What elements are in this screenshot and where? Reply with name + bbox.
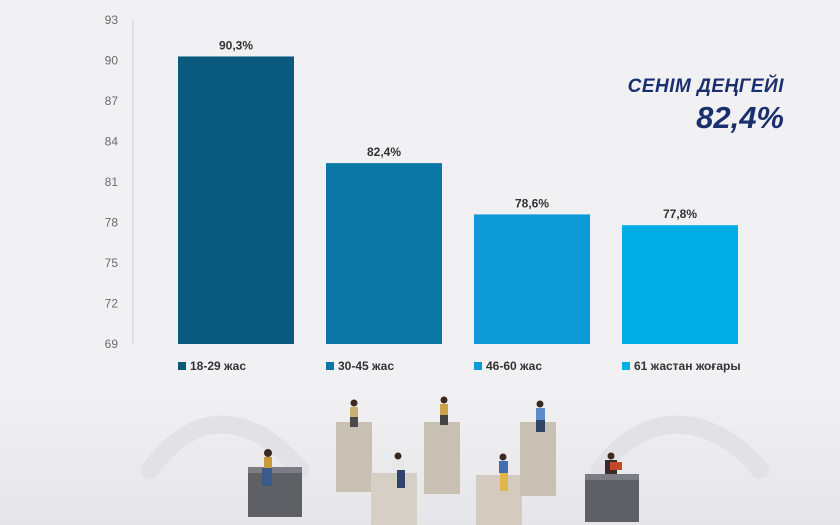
legend: 18-29 жас 30-45 жас 46-60 жас 61 жастан жоғ… <box>178 359 741 373</box>
legend-swatch <box>474 362 482 370</box>
figurine-1 <box>262 449 272 486</box>
legend-label: 18-29 жас <box>190 359 246 373</box>
background-decoration <box>141 415 769 479</box>
figurine-4 <box>440 396 448 425</box>
bar-value-label: 78,6% <box>515 196 549 210</box>
bar-value-label: 82,4% <box>367 145 401 159</box>
figurine-5 <box>499 453 508 491</box>
bar-value-label: 90,3% <box>219 38 253 52</box>
legend-swatch <box>622 362 630 370</box>
headline-value: 82,4% <box>696 100 784 135</box>
bar-2 <box>326 163 442 344</box>
y-tick-label: 78 <box>105 216 119 230</box>
bar-3 <box>474 214 590 344</box>
y-tick-label: 84 <box>105 135 119 149</box>
y-tick-label: 87 <box>105 94 119 108</box>
bar-1 <box>178 56 294 344</box>
confidence-headline: СЕНІМ ДЕҢГЕЙІ 82,4% <box>628 76 784 138</box>
figurine-2 <box>350 399 358 427</box>
y-axis-ticks: 69 72 75 78 81 84 87 90 93 <box>105 13 119 351</box>
figurine-7 <box>605 452 622 474</box>
figurine-3 <box>392 452 405 488</box>
y-tick-label: 69 <box>105 337 119 351</box>
legend-swatch <box>178 362 186 370</box>
people-on-blocks-illustration <box>248 396 639 525</box>
y-tick-label: 72 <box>105 297 119 311</box>
bar-series <box>178 56 738 344</box>
bar-value-label: 77,8% <box>663 207 697 221</box>
legend-swatch <box>326 362 334 370</box>
legend-label: 46-60 жас <box>486 359 542 373</box>
y-tick-label: 90 <box>105 54 119 68</box>
y-tick-label: 93 <box>105 13 119 27</box>
y-tick-label: 81 <box>105 175 119 189</box>
figurine-6 <box>536 400 545 432</box>
legend-label: 61 жастан жоғары <box>634 359 741 373</box>
bar-4 <box>622 225 738 344</box>
headline-label: СЕНІМ ДЕҢГЕЙІ <box>627 76 784 97</box>
legend-label: 30-45 жас <box>338 359 394 373</box>
data-labels: 90,3% 82,4% 78,6% 77,8% <box>219 38 697 221</box>
y-tick-label: 75 <box>105 256 119 270</box>
